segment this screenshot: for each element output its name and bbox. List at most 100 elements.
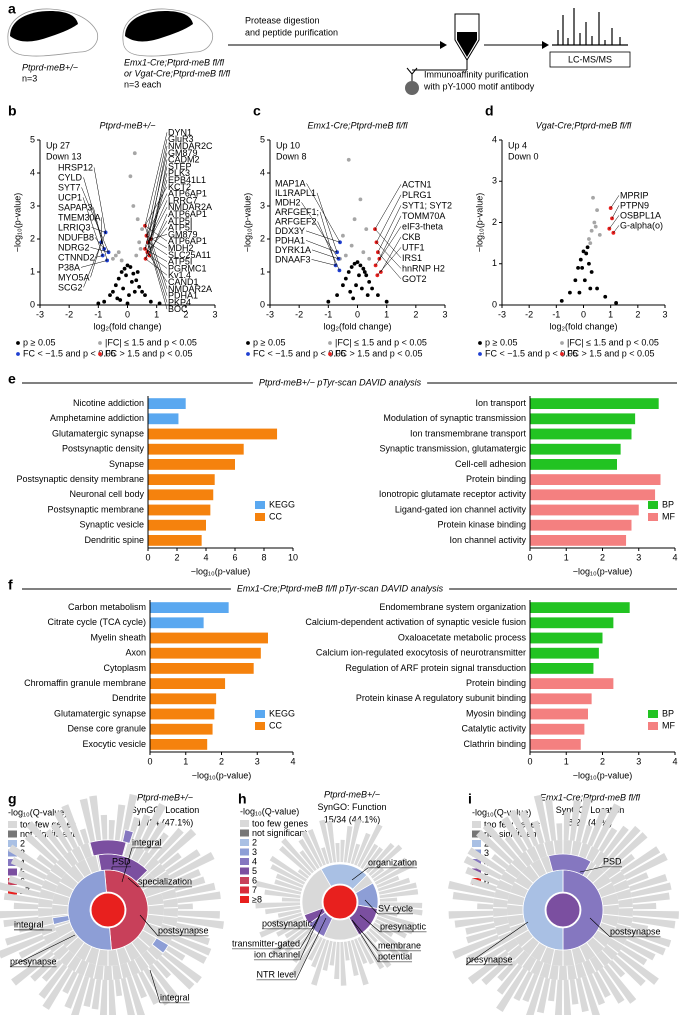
sunburst-leaf [470,877,497,892]
sunburst-segment [161,888,177,900]
data-point [376,293,380,297]
sunburst-segment [50,863,67,879]
sunburst-leaf [593,803,622,850]
sunburst-leaf [126,976,145,1015]
sunburst-leaf [120,977,135,1015]
sunburst-leaf [3,892,39,904]
leader-line [364,899,379,915]
legend-label: |FC| ≤ 1.5 and p < 0.05 [567,337,659,347]
sunburst-leaf [177,910,220,919]
sunburst-leaf [108,979,117,1015]
sunburst-leaf [347,940,359,976]
sunburst-segment [508,944,524,960]
category-label: Carbon metabolism [68,602,146,612]
sunburst-leaf [376,916,414,935]
sunburst-segment [618,898,633,908]
sunburst-segment [493,898,508,908]
sunburst-label: postsynaptic [262,918,313,928]
sunburst-leaf [623,940,656,961]
sunburst-leaf [132,973,148,999]
sunburst-segment [571,946,586,965]
sunburst-leaf [603,964,637,1004]
sunburst-leaf [587,808,609,847]
sunburst-segment [496,879,513,893]
sunburst-segment [38,898,53,908]
x-tick-label: 10 [288,552,298,562]
sunburst-label: PSD [603,856,622,866]
sunburst-leaf [463,855,503,880]
data-point [595,286,599,291]
schematic-shapes [7,8,628,95]
sunburst-segment [617,916,633,927]
bar [150,602,229,613]
gene-label: ARFGEF2 [275,216,317,226]
sunburst-segment [75,859,92,878]
bar [150,632,268,644]
leader-line [375,226,402,266]
data-point [116,250,121,255]
sunburst-leaf [630,882,672,898]
legend-label: p ≥ 0.05 [23,337,55,347]
sunburst-leaf [298,838,320,869]
sunburst-segment [151,937,170,954]
leader-line [93,167,106,233]
sunburst-segment [613,879,630,893]
data-point [351,296,356,301]
category-label: Nicotine addiction [73,398,144,408]
data-point [140,289,144,294]
sunburst-leaf [138,970,160,1005]
sunburst-segment [549,964,559,980]
gene-label: P38A [58,262,80,272]
sunburst-segment [71,846,85,863]
leader-line [351,867,369,881]
sunburst-segment [38,916,54,927]
data-point [343,276,348,281]
sunburst-leaf [536,977,551,1014]
sunburst-leaf [148,964,178,1000]
arrow-head [542,41,549,49]
gene-label: MAP1A [275,178,306,188]
sunburst-leaf [366,930,378,943]
sunburst-leaf [281,897,301,902]
sunburst-leaf [44,828,68,856]
gene-label: ATP6AP1 [168,209,207,219]
sunburst-segment [75,942,92,961]
sunburst-leaf [255,902,301,909]
chart-title: Ptprd-meB+/− [99,120,155,130]
sunburst-leaf [357,823,383,868]
x-tick-label: 2 [600,552,605,562]
sunburst-segment [59,950,75,967]
data-point [96,301,101,306]
legend-label: |FC| ≤ 1.5 and p < 0.05 [335,337,427,347]
sunburst-leaf [587,973,606,1006]
sunburst-leaf [556,823,563,841]
sunburst-leaf [99,979,108,1015]
sunburst-leaf [593,970,611,998]
bar [148,428,278,440]
data-point [129,280,134,284]
sunburst-leaf [91,979,102,1010]
leader-line [589,917,611,938]
sunburst-leaf [370,867,385,879]
leader-line [374,184,402,230]
bar [148,474,215,485]
legend-marker [246,341,250,345]
gene-label: Kv1.4 [168,270,191,280]
data-point [352,217,357,222]
legend-label: p ≥ 0.05 [253,337,285,347]
legend-title: -log₁₀(Q-value) [8,807,67,817]
sunburst-leaf [632,910,679,919]
sunburst-leaf [373,857,408,882]
sunburst-leaf [613,832,648,865]
data-point [137,284,142,289]
sunburst-segment [593,930,612,948]
leader-line [610,195,620,209]
sunburst-leaf [26,821,63,860]
gene-label: UTF1 [402,242,425,252]
sunburst-leaf [153,827,184,860]
sunburst-leaf [343,941,350,961]
x-tick-label: 1 [564,756,569,766]
sunburst-segment [500,871,517,886]
sunburst-label: SV cycle [378,903,413,913]
leader-line [144,225,168,242]
